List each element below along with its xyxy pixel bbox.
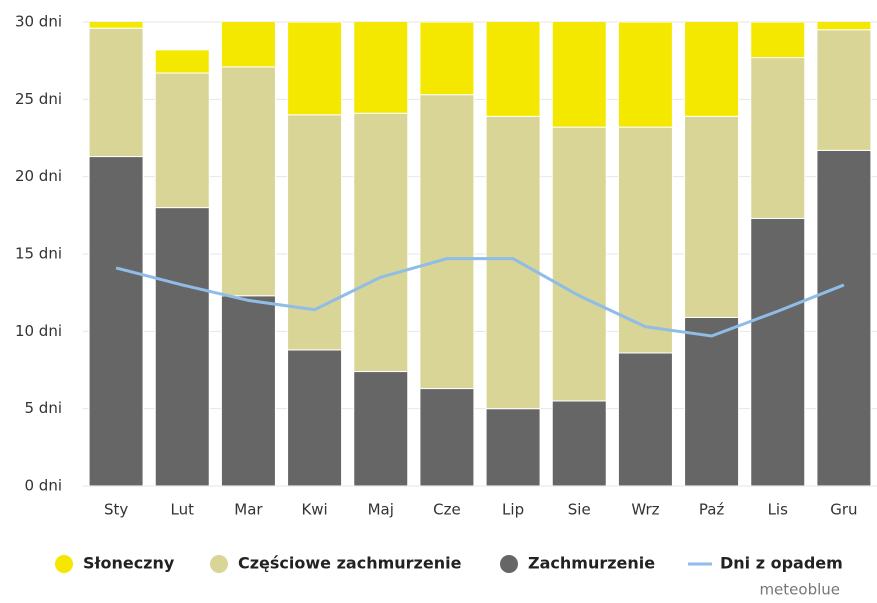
y-tick-label: 15 dni bbox=[15, 245, 62, 263]
bar-segment bbox=[88, 27, 144, 158]
bar-segment bbox=[154, 49, 210, 74]
bar-segment bbox=[154, 72, 210, 209]
bar-segment bbox=[485, 22, 541, 117]
legend-label: Zachmurzenie bbox=[528, 554, 655, 573]
y-tick-label: 20 dni bbox=[15, 167, 62, 185]
bar-segment bbox=[419, 388, 475, 486]
bar-segment bbox=[419, 22, 475, 96]
legend-marker bbox=[55, 555, 73, 573]
x-tick-label: Lip bbox=[502, 501, 524, 519]
bar-segment bbox=[816, 22, 872, 31]
legend-marker bbox=[500, 555, 518, 573]
legend-marker bbox=[210, 555, 228, 573]
bar-segment bbox=[353, 112, 409, 373]
bar-segment bbox=[419, 94, 475, 390]
bar-segment bbox=[220, 295, 276, 486]
bar-segment bbox=[750, 57, 806, 219]
x-tick-label: Kwi bbox=[301, 501, 327, 519]
bar-segment bbox=[750, 217, 806, 486]
bar-segment bbox=[617, 352, 673, 486]
bar-segment bbox=[220, 22, 276, 68]
y-tick-label: 5 dni bbox=[24, 399, 62, 417]
line bbox=[115, 257, 845, 338]
bar-segment bbox=[551, 126, 607, 402]
bar-segment bbox=[684, 115, 740, 318]
x-tick-label: Lis bbox=[768, 501, 789, 519]
x-tick-label: Sie bbox=[568, 501, 591, 519]
x-tick-label: Sty bbox=[104, 501, 128, 519]
bar-segment bbox=[816, 149, 872, 486]
bar-segment bbox=[287, 22, 343, 116]
bar-segment bbox=[684, 22, 740, 117]
y-tick-label: 30 dni bbox=[15, 13, 62, 31]
bar-segment bbox=[816, 29, 872, 151]
bar-segment bbox=[353, 371, 409, 486]
bar-segment bbox=[220, 66, 276, 297]
bar-segment bbox=[88, 156, 144, 486]
legend-label: Dni z opadem bbox=[720, 554, 843, 573]
bar-segment bbox=[88, 22, 144, 29]
bar-segment bbox=[617, 126, 673, 354]
y-tick-label: 0 dni bbox=[24, 477, 62, 495]
x-tick-label: Lut bbox=[171, 501, 195, 519]
bar-segment bbox=[750, 22, 806, 59]
y-tick-label: 10 dni bbox=[15, 322, 62, 340]
bar-segment bbox=[617, 22, 673, 128]
y-tick-label: 25 dni bbox=[15, 90, 62, 108]
legend-label: Słoneczny bbox=[83, 554, 175, 573]
bar-segment bbox=[287, 114, 343, 351]
bar-segment bbox=[684, 316, 740, 486]
bar-segment bbox=[154, 207, 210, 486]
x-tick-label: Maj bbox=[368, 501, 394, 519]
bar-segment bbox=[353, 22, 409, 114]
x-tick-label: Gru bbox=[830, 501, 857, 519]
credit: meteoblue bbox=[759, 581, 840, 599]
bar-segment bbox=[485, 408, 541, 486]
legend-label: Częściowe zachmurzenie bbox=[238, 554, 462, 573]
x-tick-label: Wrz bbox=[631, 501, 659, 519]
x-tick-label: Cze bbox=[433, 501, 461, 519]
bar-segment bbox=[485, 115, 541, 410]
x-tick-label: Paź bbox=[699, 501, 725, 519]
x-tick-label: Mar bbox=[234, 501, 263, 519]
bar-segment bbox=[551, 22, 607, 128]
bar-segment bbox=[287, 349, 343, 486]
bar-segment bbox=[551, 400, 607, 486]
